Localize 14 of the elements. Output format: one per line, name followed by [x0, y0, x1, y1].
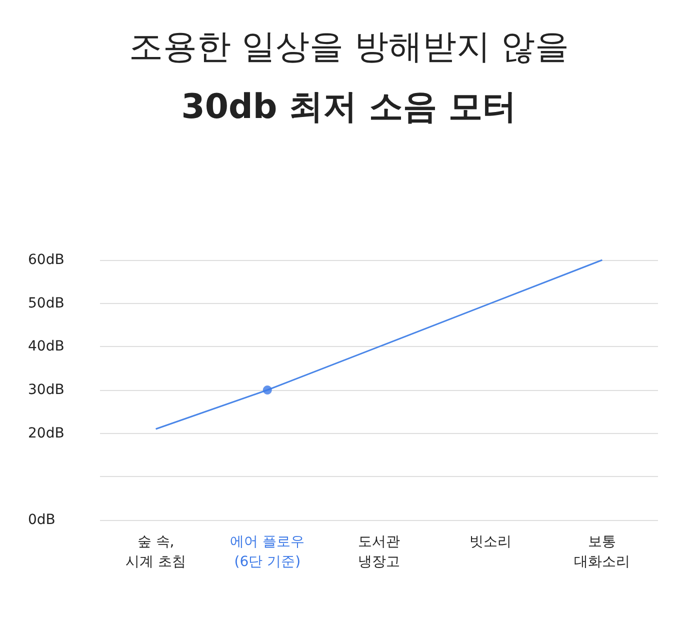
y-tick-label: 50dB — [28, 295, 64, 312]
y-tick-label: 40dB — [28, 338, 64, 355]
chart-subtitle: 30db 최저 소음 모터 — [180, 86, 518, 129]
x-tick-label: 숲 속, 시계 초침 — [126, 534, 186, 570]
x-tick-label: 도서관 냉장고 — [358, 534, 400, 570]
x-tick-label: 보통 대화소리 — [574, 534, 630, 570]
y-tick-label: 30dB — [28, 382, 64, 398]
y-tick-label: 0dB — [28, 512, 56, 528]
y-tick-label: 60dB — [28, 252, 64, 268]
line-series — [155, 259, 603, 430]
x-tick-label: 빗소리 — [470, 534, 512, 550]
x-tick-label: 에어 플로우 (6단 기준) — [230, 534, 305, 570]
y-tick-label: 20dB — [28, 425, 64, 442]
chart-title: 조용한 일상을 방해받지 않을 — [128, 26, 570, 69]
